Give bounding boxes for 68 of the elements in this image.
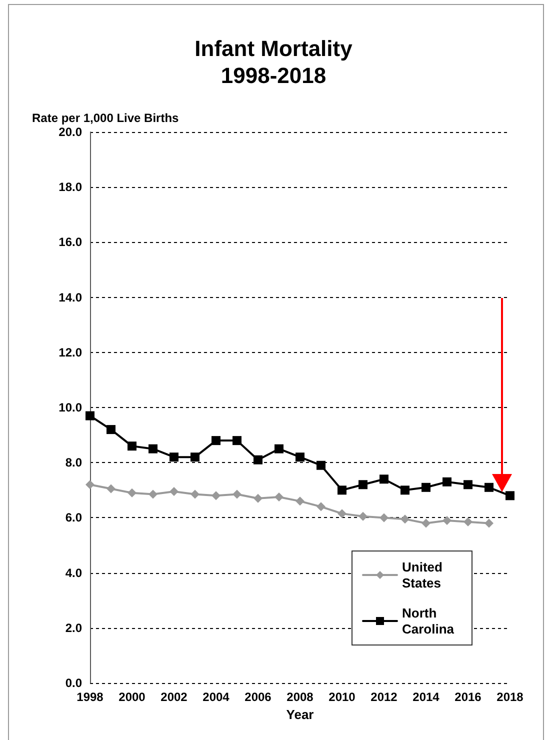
- x-tick-label: 2012: [370, 690, 398, 704]
- point: [442, 516, 452, 525]
- point: [212, 436, 220, 446]
- point: [464, 517, 472, 526]
- y-tick-label: 4.0: [65, 566, 82, 580]
- x-tick-label: 2014: [412, 690, 440, 704]
- point: [148, 444, 158, 454]
- point: [212, 491, 220, 500]
- point: [190, 452, 200, 462]
- legend-label: United States: [402, 560, 446, 590]
- point: [316, 502, 326, 512]
- point: [274, 492, 284, 502]
- x-tick-label: 2016: [454, 690, 482, 704]
- point: [296, 496, 304, 506]
- x-tick-label: 2000: [118, 690, 146, 704]
- y-axis-title: Rate per 1,000 Live Births: [32, 111, 180, 125]
- point: [358, 480, 368, 490]
- point: [148, 490, 158, 499]
- point: [86, 411, 94, 420]
- legend-label: North Carolina: [402, 606, 455, 636]
- point: [358, 512, 368, 521]
- point: [400, 514, 410, 524]
- point: [380, 474, 388, 484]
- point: [106, 425, 116, 434]
- y-tick-label: 12.0: [58, 345, 82, 360]
- point: [484, 482, 494, 492]
- point: [506, 491, 514, 500]
- point: [274, 444, 284, 454]
- point: [422, 482, 430, 492]
- y-tick-label: 0.0: [65, 676, 82, 690]
- point: [464, 480, 472, 490]
- point: [400, 486, 410, 495]
- point: [128, 442, 136, 451]
- y-tick-label: 10.0: [58, 400, 82, 414]
- point: [338, 509, 346, 518]
- point: [484, 518, 494, 528]
- x-axis-title: Year: [286, 706, 314, 722]
- point: [232, 436, 242, 446]
- x-tick-label: 2004: [202, 690, 230, 704]
- point: [442, 477, 452, 486]
- x-tick-label: 2010: [328, 690, 356, 704]
- y-tick-label: 18.0: [58, 180, 82, 194]
- point: [128, 488, 136, 498]
- point: [86, 480, 94, 490]
- point: [254, 494, 262, 503]
- point: [316, 460, 326, 470]
- point: [106, 484, 116, 494]
- point: [232, 490, 242, 499]
- x-tick-label: 2018: [496, 690, 524, 704]
- x-tick-label: 1998: [76, 690, 104, 704]
- point: [422, 518, 430, 528]
- point: [296, 452, 304, 462]
- y-tick-label: 6.0: [65, 510, 82, 525]
- x-tick-label: 2002: [160, 690, 188, 704]
- x-tick-label: 2006: [244, 690, 272, 704]
- point: [380, 513, 388, 522]
- y-tick-label: 2.0: [65, 620, 82, 635]
- point: [190, 490, 200, 499]
- y-tick-label: 20.0: [58, 125, 82, 139]
- point: [170, 487, 178, 496]
- y-tick-label: 16.0: [58, 235, 82, 250]
- point: [338, 486, 346, 495]
- y-tick-label: 8.0: [65, 456, 82, 470]
- y-tick-label: 14.0: [58, 290, 82, 304]
- point: [170, 452, 178, 462]
- x-tick-label: 2008: [286, 690, 314, 704]
- chart-title: Infant Mortality 1998-2018: [194, 36, 354, 88]
- point: [254, 455, 262, 464]
